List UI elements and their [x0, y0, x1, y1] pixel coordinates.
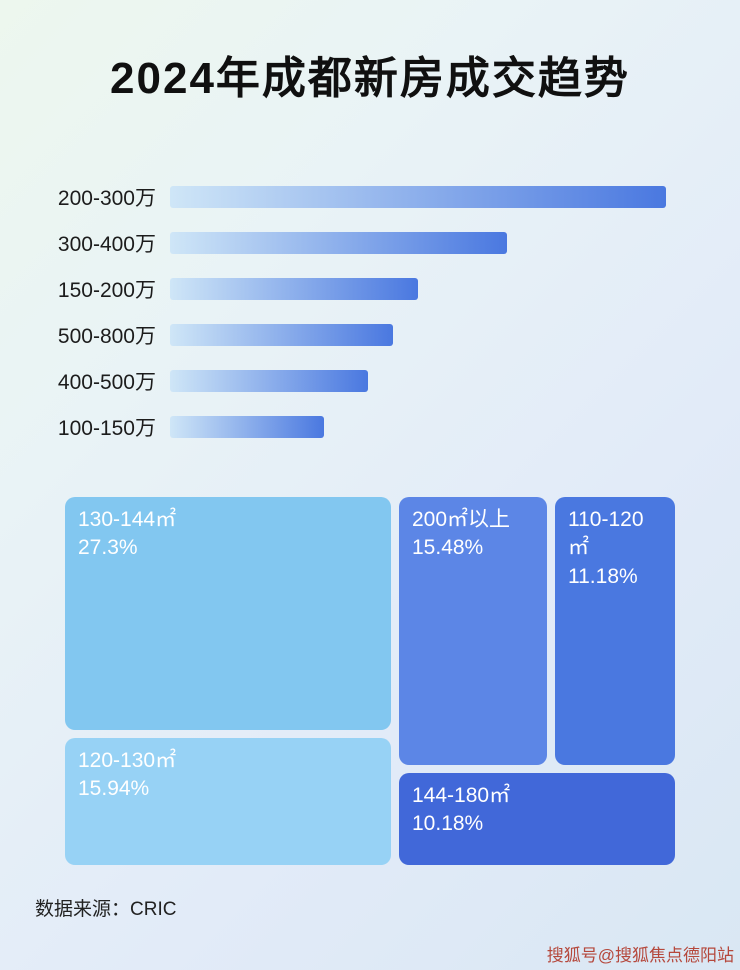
- bar: [170, 186, 666, 208]
- page-title: 2024年成都新房成交趋势: [110, 54, 630, 103]
- treemap-block-144-180: 144-180㎡ 10.18%: [399, 773, 675, 865]
- bar-row: 150-200万: [52, 278, 666, 302]
- treemap-label: 110-120㎡: [568, 508, 644, 560]
- bar-track: [170, 416, 666, 438]
- bar: [170, 324, 394, 346]
- treemap-value: 15.48%: [412, 536, 484, 560]
- bar-track: [170, 370, 666, 392]
- treemap-label: 120-130㎡: [78, 749, 177, 772]
- treemap-value: 15.94%: [78, 777, 150, 801]
- treemap-block-120-130: 120-130㎡ 15.94%: [65, 738, 391, 865]
- treemap-block-200-plus: 200㎡以上 15.48%: [399, 497, 547, 765]
- treemap-label: 144-180㎡: [412, 784, 511, 807]
- bar: [170, 370, 369, 392]
- bar-row: 100-150万: [52, 416, 666, 440]
- bar-category-label: 400-500万: [57, 371, 156, 394]
- treemap-block-110-120: 110-120㎡ 11.18%: [555, 497, 675, 765]
- bar: [170, 416, 324, 438]
- bar-row: 300-400万: [52, 232, 666, 256]
- bar-category-label: 150-200万: [57, 279, 156, 302]
- treemap-label: 130-144㎡: [78, 508, 177, 531]
- data-source: 数据来源：CRIC: [35, 899, 177, 920]
- bar-category-label: 200-300万: [57, 187, 156, 210]
- bar-chart: 200-300万 300-400万 150-200万 500-800万 400-500万…: [52, 186, 666, 462]
- bar: [170, 232, 508, 254]
- bar-track: [170, 232, 666, 254]
- bar-category-label: 500-800万: [57, 325, 156, 348]
- bar-row: 200-300万: [52, 186, 666, 210]
- treemap: 130-144㎡ 27.3% 120-130㎡ 15.94% 200㎡以上 15…: [65, 497, 675, 865]
- bar-track: [170, 278, 666, 300]
- bar-category-label: 300-400万: [57, 233, 156, 256]
- bar-category-label: 100-150万: [57, 417, 156, 440]
- treemap-label: 200㎡以上: [412, 508, 511, 531]
- treemap-value: 27.3%: [78, 536, 138, 560]
- treemap-block-130-144: 130-144㎡ 27.3%: [65, 497, 391, 730]
- bar-track: [170, 186, 666, 208]
- bar-row: 400-500万: [52, 370, 666, 394]
- bar-row: 500-800万: [52, 324, 666, 348]
- watermark: 搜狐号@搜狐焦点德阳站: [546, 946, 734, 965]
- bar: [170, 278, 418, 300]
- bar-track: [170, 324, 666, 346]
- treemap-value: 11.18%: [568, 564, 638, 588]
- treemap-value: 10.18%: [412, 812, 484, 836]
